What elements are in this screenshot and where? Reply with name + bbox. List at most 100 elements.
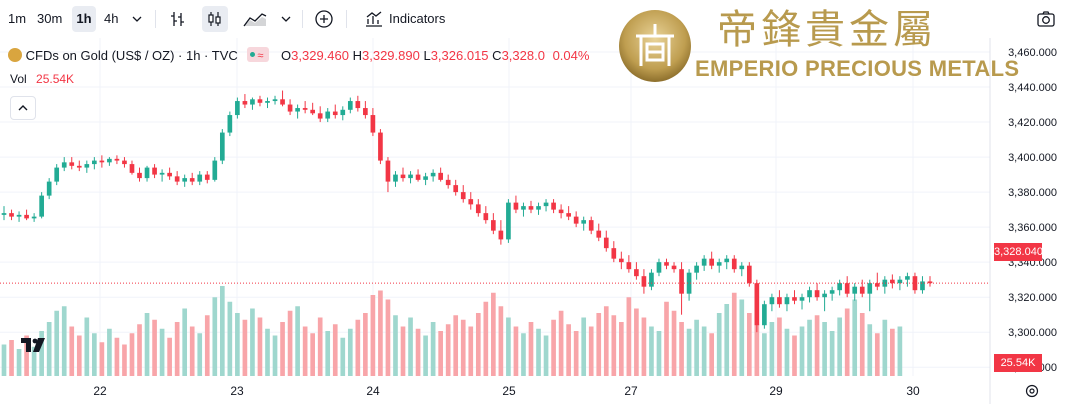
candle-body	[370, 115, 376, 133]
candle-body	[905, 276, 910, 280]
volume-bar	[310, 333, 316, 376]
candle-body	[378, 132, 383, 161]
volume-bar	[799, 326, 805, 376]
volume-bar	[874, 333, 880, 376]
symbol-badge[interactable]: ≈	[247, 47, 270, 62]
symbol-name[interactable]: CFDs on Gold (US$ / OZ) · 1h · TVC	[25, 48, 238, 63]
volume-bar	[460, 319, 466, 376]
volume-bar	[122, 344, 127, 376]
candle-body	[189, 178, 195, 182]
candle-body	[107, 158, 112, 163]
chevron-down-icon[interactable]	[273, 6, 299, 32]
volume-bar	[588, 326, 594, 376]
candle-body	[295, 108, 300, 112]
candle-body	[129, 164, 135, 173]
candle-body	[513, 202, 519, 210]
volume-bar	[814, 315, 820, 376]
volume-bar	[498, 306, 504, 376]
candles	[1, 90, 933, 333]
volume-bar	[566, 324, 571, 376]
candle-body	[739, 265, 745, 270]
volume-bar	[219, 286, 225, 376]
volume-bar	[317, 317, 323, 376]
volume-bar	[363, 313, 368, 376]
toolbar-divider	[302, 10, 303, 28]
candles-icon[interactable]	[202, 6, 228, 32]
volume-bar	[611, 315, 617, 376]
volume-bar	[784, 328, 790, 376]
candle-body	[709, 258, 715, 266]
candle-body	[521, 206, 526, 210]
collapse-legend-button[interactable]	[10, 96, 36, 120]
camera-icon[interactable]	[1033, 6, 1059, 32]
candle-body	[498, 230, 504, 240]
volume-bar	[641, 317, 647, 376]
indicators-button[interactable]: Indicators	[389, 11, 446, 26]
interval-30m[interactable]: 30m	[37, 11, 63, 26]
candle-body	[99, 160, 105, 163]
volume-bar	[370, 295, 376, 376]
candle-body	[204, 174, 210, 180]
indicators-icon[interactable]	[361, 6, 387, 32]
candle-body	[566, 213, 571, 217]
volume-bar	[84, 317, 90, 376]
settings-icon[interactable]	[1024, 383, 1040, 399]
bar-style-icon[interactable]	[165, 6, 191, 32]
volume-bar	[573, 331, 579, 376]
candle-body	[641, 276, 647, 287]
candle-body	[618, 258, 624, 263]
candle-body	[762, 304, 767, 326]
candle-body	[340, 109, 346, 116]
volume-bar	[355, 319, 361, 376]
candle-body	[430, 172, 436, 177]
candle-body	[626, 262, 632, 270]
candle-body	[649, 272, 654, 287]
price-tick-label: 3,380.000	[1008, 187, 1057, 199]
candle-body	[265, 101, 270, 103]
volume-bar	[212, 297, 218, 376]
time-tick-label: 27	[624, 384, 638, 398]
volume-bar	[99, 342, 105, 376]
candle-body	[325, 111, 331, 119]
volume-bar	[536, 328, 541, 376]
volume-bar	[385, 299, 391, 376]
volume-bar	[54, 310, 60, 376]
volume-bar	[144, 313, 150, 376]
interval-1h[interactable]: 1h	[72, 6, 96, 32]
candle-body	[777, 297, 782, 305]
candle-body	[588, 220, 594, 231]
volume-bar	[897, 326, 903, 376]
candle-body	[543, 202, 549, 207]
volume-bar	[129, 333, 135, 376]
candle-body	[438, 172, 443, 180]
volume-bar	[626, 297, 632, 376]
candle-body	[656, 262, 662, 273]
chevron-down-icon[interactable]	[124, 6, 150, 32]
volume-bar	[686, 328, 692, 376]
candle-body	[39, 195, 44, 217]
candle-body	[355, 101, 361, 109]
candle-body	[92, 160, 97, 165]
time-tick-label: 22	[93, 384, 107, 398]
toolbar-divider	[346, 10, 347, 28]
volume-bar	[46, 322, 52, 376]
interval-1m[interactable]: 1m	[8, 11, 27, 26]
candle-body	[137, 172, 142, 179]
volume-bar	[445, 324, 451, 376]
volume-bar	[634, 308, 639, 376]
interval-4h[interactable]: 4h	[104, 11, 119, 26]
volume-bar	[822, 322, 827, 376]
tradingview-logo[interactable]	[20, 336, 46, 354]
add-icon[interactable]	[311, 6, 337, 32]
volume-bar	[400, 326, 406, 376]
time-tick-label: 25	[502, 384, 516, 398]
volume-bar	[31, 346, 37, 376]
area-chart-icon[interactable]	[240, 6, 270, 32]
candle-body	[799, 297, 805, 301]
volume-bar	[378, 290, 383, 376]
volume-bar	[9, 340, 14, 376]
candle-body	[573, 216, 579, 224]
volume-bar	[302, 326, 308, 376]
candle-body	[280, 99, 285, 105]
